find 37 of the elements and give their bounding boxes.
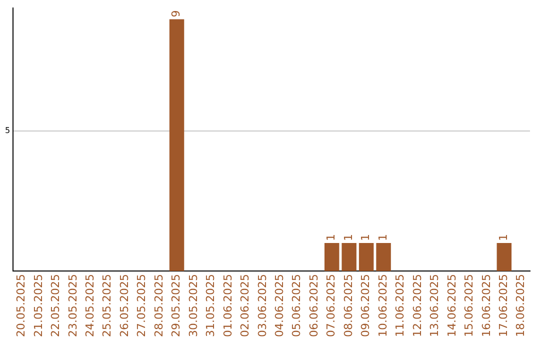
- x-tick-label: 03.06.2025: [256, 274, 269, 338]
- data-label: 1: [376, 234, 390, 242]
- y-tick-label: 5: [4, 126, 10, 136]
- x-tick-label: 07.06.2025: [324, 274, 338, 338]
- data-label: 1: [497, 234, 510, 242]
- x-tick-label: 18.06.2025: [514, 274, 528, 338]
- x-tick-label: 11.06.2025: [394, 274, 407, 338]
- data-label: 1: [342, 234, 355, 242]
- x-tick-label: 17.06.2025: [497, 274, 510, 338]
- x-tick-label: 01.06.2025: [221, 274, 234, 338]
- x-tick-label: 09.06.2025: [359, 274, 372, 338]
- x-tick-label: 13.06.2025: [428, 274, 442, 338]
- data-label: 1: [359, 234, 372, 242]
- x-tick-label: 06.06.2025: [307, 274, 320, 338]
- x-tick-label: 24.05.2025: [83, 274, 96, 338]
- x-tick-label: 23.05.2025: [66, 274, 80, 338]
- data-label: 9: [170, 10, 183, 18]
- x-tick-label: 15.06.2025: [462, 274, 476, 338]
- x-tick-label: 31.05.2025: [204, 274, 218, 338]
- x-tick-label: 21.05.2025: [32, 274, 45, 338]
- x-tick-label: 12.06.2025: [410, 274, 424, 338]
- x-tick-label: 14.06.2025: [445, 274, 458, 338]
- x-tick-label: 04.06.2025: [273, 274, 286, 338]
- x-tick-label: 16.06.2025: [480, 274, 493, 338]
- x-tick-label: 08.06.2025: [342, 274, 355, 338]
- data-label: 1: [324, 234, 338, 242]
- x-tick-label: 27.05.2025: [135, 274, 148, 338]
- x-tick-label: 20.05.2025: [14, 274, 28, 338]
- x-tick-label: 26.05.2025: [118, 274, 131, 338]
- x-tick-label: 05.06.2025: [290, 274, 304, 338]
- x-tick-label: 25.05.2025: [100, 274, 114, 338]
- x-tick-label: 28.05.2025: [152, 274, 166, 338]
- x-tick-label: 29.05.2025: [170, 274, 183, 338]
- x-tick-label: 22.05.2025: [49, 274, 62, 338]
- x-tick-label: 10.06.2025: [376, 274, 390, 338]
- x-tick-label: 02.06.2025: [238, 274, 252, 338]
- x-tick-label: 30.05.2025: [186, 274, 200, 338]
